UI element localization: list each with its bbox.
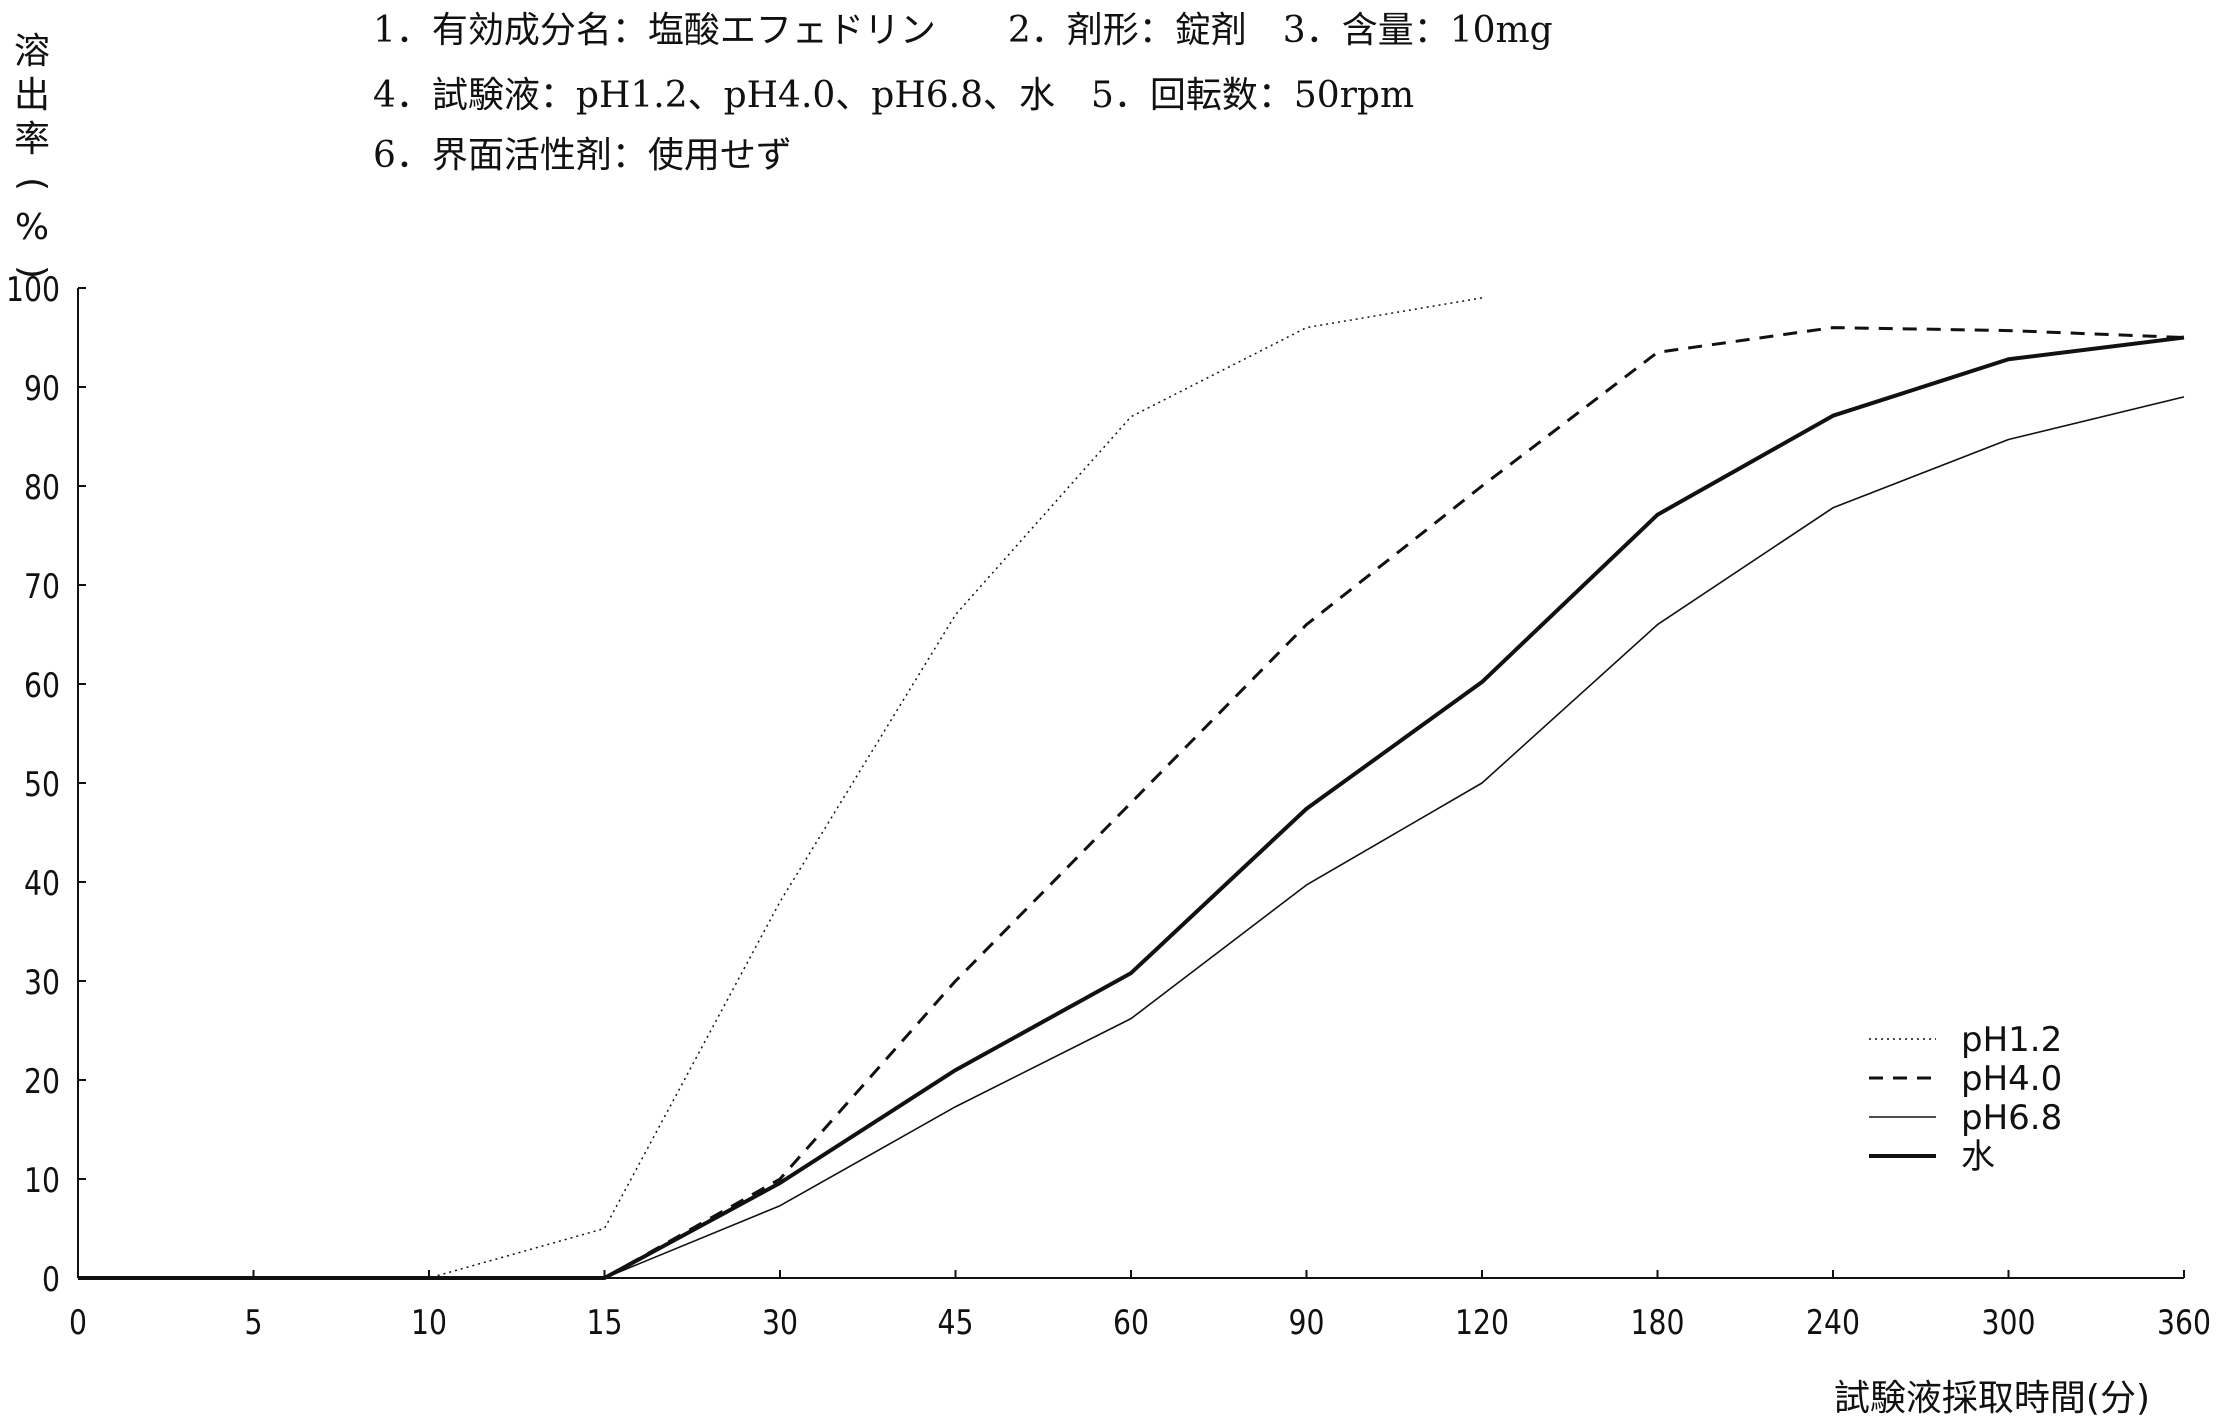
y-tick-label: 40 [24, 864, 60, 904]
x-tick-label: 45 [938, 1303, 974, 1343]
x-tick-label: 10 [411, 1303, 447, 1343]
x-tick-label: 5 [245, 1303, 263, 1343]
legend-label: pH6.8 [1961, 1098, 2062, 1138]
y-axis-label-char: 溶 [13, 31, 50, 72]
y-tick-label: 0 [42, 1260, 60, 1300]
header-line-1: 1．有効成分名：塩酸エフェドリン 2．剤形：錠剤 3．含量：10mg [373, 10, 1553, 51]
y-tick-label: 90 [24, 369, 60, 409]
y-tick-label: 10 [24, 1161, 60, 1201]
x-tick-label: 90 [1289, 1303, 1325, 1343]
x-tick-label: 120 [1455, 1303, 1509, 1343]
legend-label: 水 [1961, 1137, 1995, 1177]
y-axis-label-char: 率 [13, 119, 50, 160]
y-tick-label: 100 [6, 270, 60, 310]
y-tick-label: 60 [24, 666, 60, 706]
x-tick-label: 0 [69, 1303, 87, 1343]
y-tick-label: 30 [24, 963, 60, 1003]
y-axis-label: 溶 出 率 ( % ) [12, 30, 53, 294]
series-line-水 [78, 335, 2185, 1280]
series-line-pH6.8 [78, 396, 2185, 1279]
x-axis-label: 試験液採取時間(分) [1834, 1378, 2150, 1417]
y-tick-label: 80 [24, 468, 60, 508]
x-tick-label: 60 [1113, 1303, 1149, 1343]
y-tick-label: 70 [24, 567, 60, 607]
x-tick-label: 240 [1806, 1303, 1860, 1343]
x-tick-label: 180 [1631, 1303, 1685, 1343]
header-line-2: 4．試験液：pH1.2、pH4.0、pH6.8、水 5．回転数：50rpm [373, 75, 1415, 116]
y-axis-label-char: 出 [13, 75, 50, 116]
header-line-3: 6．界面活性剤：使用せず [373, 135, 792, 176]
x-tick-label: 15 [587, 1303, 623, 1343]
x-tick-label: 30 [762, 1303, 798, 1343]
y-tick-label: 50 [24, 765, 60, 805]
series-line-pH1.2 [78, 297, 1483, 1279]
y-tick-label: 20 [24, 1062, 60, 1102]
series-line-pH4.0 [78, 326, 2185, 1280]
x-tick-label: 300 [1982, 1303, 2036, 1343]
x-tick-label: 360 [2157, 1303, 2211, 1343]
legend-label: pH4.0 [1961, 1059, 2062, 1099]
legend-label: pH1.2 [1961, 1020, 2062, 1060]
y-axis-label-char: % [14, 207, 50, 248]
